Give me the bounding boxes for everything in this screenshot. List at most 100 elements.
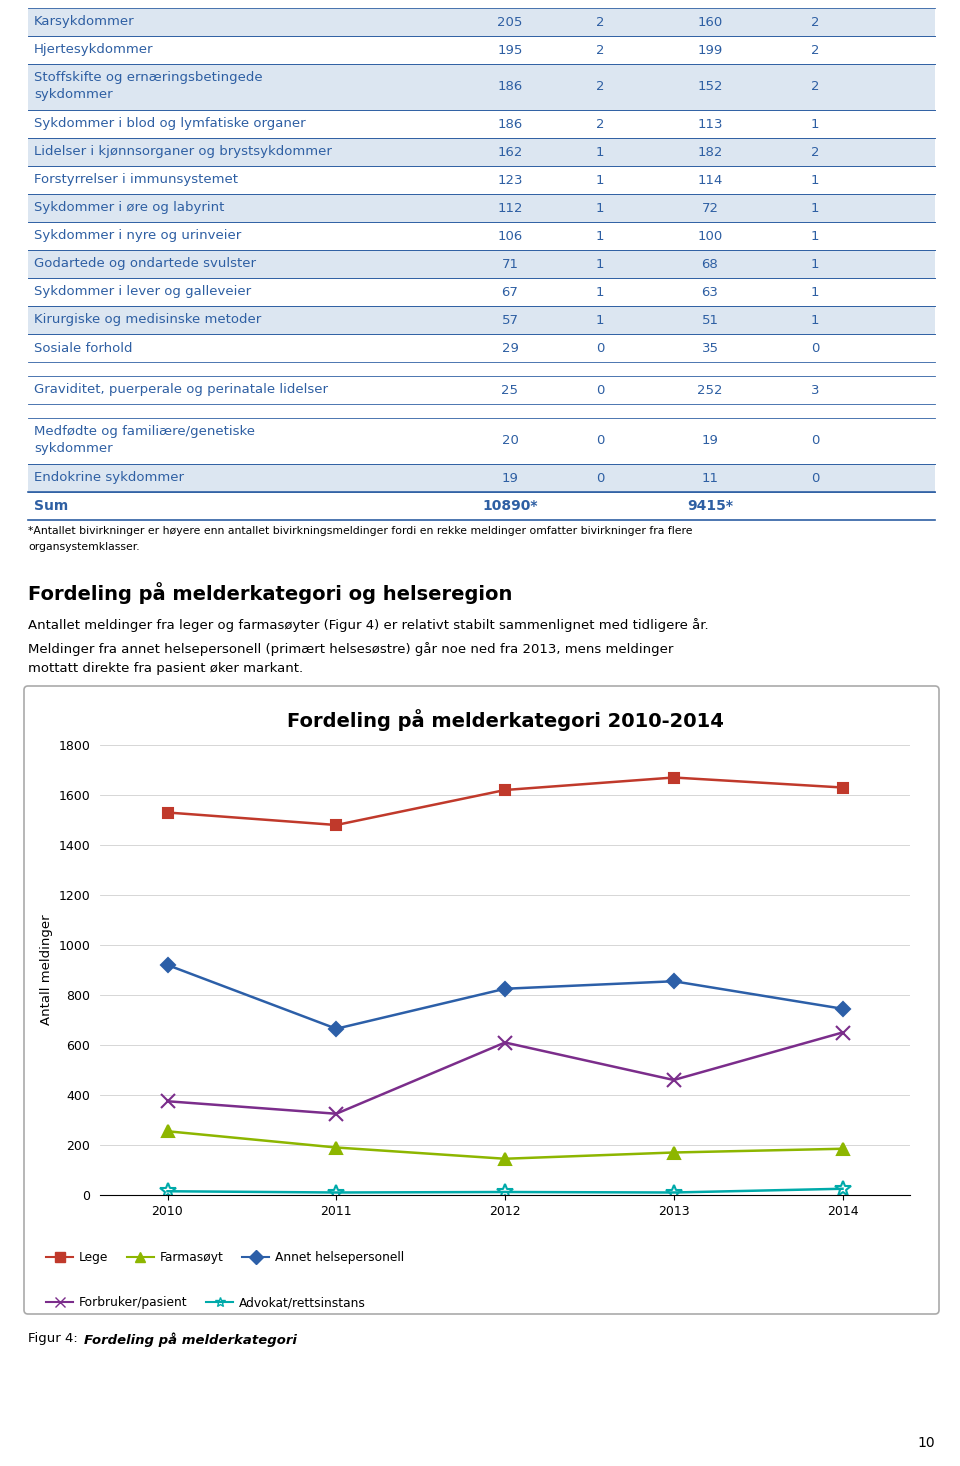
Text: 0: 0 <box>596 342 604 355</box>
Text: 68: 68 <box>702 258 718 271</box>
Text: Hjertesykdommer: Hjertesykdommer <box>34 44 154 57</box>
Text: 25: 25 <box>501 384 518 396</box>
Annet helsepersonell <box>330 1020 342 1038</box>
Text: 1: 1 <box>811 258 819 271</box>
Text: Graviditet, puerperale og perinatale lidelser: Graviditet, puerperale og perinatale lid… <box>34 384 328 396</box>
Text: 162: 162 <box>497 145 522 158</box>
Text: 72: 72 <box>702 201 718 214</box>
Text: 2: 2 <box>596 117 604 130</box>
Bar <box>28 37 935 65</box>
Forbruker/pasient <box>837 1023 849 1041</box>
Bar <box>28 194 935 221</box>
Text: Sosiale forhold: Sosiale forhold <box>34 342 132 355</box>
Text: Sykdommer i lever og galleveier: Sykdommer i lever og galleveier <box>34 286 252 299</box>
Text: 1: 1 <box>811 286 819 299</box>
Text: 1: 1 <box>596 314 604 327</box>
Bar <box>28 418 935 465</box>
Text: Fordeling på melderkategori og helseregion: Fordeling på melderkategori og helseregi… <box>28 582 513 604</box>
Text: 1: 1 <box>596 230 604 242</box>
Advokat/rettsinstans <box>161 1183 173 1201</box>
Text: 51: 51 <box>702 314 718 327</box>
Text: 1: 1 <box>596 201 604 214</box>
Text: Meldinger fra annet helsepersonell (primært helsesøstre) går noe ned fra 2013, m: Meldinger fra annet helsepersonell (prim… <box>28 642 673 655</box>
Text: 2: 2 <box>811 44 819 57</box>
Text: 186: 186 <box>497 81 522 94</box>
Annet helsepersonell <box>837 1000 849 1017</box>
Annet helsepersonell <box>161 956 173 973</box>
Text: 9415*: 9415* <box>687 498 733 513</box>
Bar <box>28 465 935 493</box>
Text: organsystemklasser.: organsystemklasser. <box>28 542 139 553</box>
Annet helsepersonell <box>499 979 511 997</box>
Text: 10: 10 <box>918 1437 935 1450</box>
Advokat/rettsinstans <box>330 1183 342 1201</box>
Bar <box>28 110 935 138</box>
Text: 0: 0 <box>596 434 604 447</box>
Text: 152: 152 <box>697 81 723 94</box>
Lege <box>161 803 173 821</box>
Text: 1: 1 <box>596 173 604 186</box>
Bar <box>28 334 935 362</box>
Text: 19: 19 <box>702 434 718 447</box>
Text: 1: 1 <box>596 145 604 158</box>
Text: Sykdommer i øre og labyrint: Sykdommer i øre og labyrint <box>34 201 225 214</box>
Text: Medfødte og familiære/genetiske: Medfødte og familiære/genetiske <box>34 425 255 438</box>
Text: Sum: Sum <box>34 498 68 513</box>
Y-axis label: Antall meldinger: Antall meldinger <box>40 915 53 1025</box>
Text: 195: 195 <box>497 44 522 57</box>
Farmasøyt <box>668 1143 680 1161</box>
Text: 186: 186 <box>497 117 522 130</box>
Text: 71: 71 <box>501 258 518 271</box>
Annet helsepersonell <box>668 972 680 990</box>
Text: 205: 205 <box>497 16 522 28</box>
Farmasøyt <box>330 1139 342 1157</box>
Line: Advokat/rettsinstans: Advokat/rettsinstans <box>159 1180 851 1201</box>
Lege <box>837 778 849 796</box>
Text: Lidelser i kjønnsorganer og brystsykdommer: Lidelser i kjønnsorganer og brystsykdomm… <box>34 145 332 158</box>
Text: 11: 11 <box>702 472 718 484</box>
Lege <box>499 781 511 799</box>
Text: 1: 1 <box>811 230 819 242</box>
Text: Kirurgiske og medisinske metoder: Kirurgiske og medisinske metoder <box>34 314 261 327</box>
Text: Fordeling på melderkategori: Fordeling på melderkategori <box>84 1333 297 1347</box>
Line: Lege: Lege <box>162 773 848 830</box>
Advokat/rettsinstans <box>668 1183 680 1201</box>
Lege <box>668 768 680 786</box>
Text: mottatt direkte fra pasient øker markant.: mottatt direkte fra pasient øker markant… <box>28 663 303 674</box>
Text: 114: 114 <box>697 173 723 186</box>
Text: 57: 57 <box>501 314 518 327</box>
Text: 20: 20 <box>501 434 518 447</box>
Bar <box>28 251 935 279</box>
Text: sykdommer: sykdommer <box>34 443 112 454</box>
Line: Farmasøyt: Farmasøyt <box>161 1124 849 1165</box>
Forbruker/pasient <box>330 1105 342 1123</box>
Bar <box>28 65 935 110</box>
Text: 1: 1 <box>596 258 604 271</box>
Text: 160: 160 <box>697 16 723 28</box>
Text: 67: 67 <box>501 286 518 299</box>
Text: Godartede og ondartede svulster: Godartede og ondartede svulster <box>34 258 256 271</box>
Farmasøyt <box>837 1141 849 1158</box>
Text: 3: 3 <box>811 384 819 396</box>
Text: 0: 0 <box>596 384 604 396</box>
Text: 123: 123 <box>497 173 523 186</box>
Line: Annet helsepersonell: Annet helsepersonell <box>162 960 848 1034</box>
Bar <box>28 7 935 37</box>
FancyBboxPatch shape <box>24 686 939 1314</box>
Text: Sykdommer i blod og lymfatiske organer: Sykdommer i blod og lymfatiske organer <box>34 117 305 130</box>
Text: 1: 1 <box>811 173 819 186</box>
Bar <box>28 306 935 334</box>
Text: 2: 2 <box>596 44 604 57</box>
Text: 35: 35 <box>702 342 718 355</box>
Text: 2: 2 <box>596 16 604 28</box>
Text: 113: 113 <box>697 117 723 130</box>
Forbruker/pasient <box>668 1072 680 1089</box>
Text: 1: 1 <box>811 117 819 130</box>
Bar <box>28 375 935 405</box>
Bar <box>28 221 935 251</box>
Text: Sykdommer i nyre og urinveier: Sykdommer i nyre og urinveier <box>34 230 241 242</box>
Text: 182: 182 <box>697 145 723 158</box>
Text: 19: 19 <box>501 472 518 484</box>
Text: 63: 63 <box>702 286 718 299</box>
Legend: Forbruker/pasient, Advokat/rettsinstans: Forbruker/pasient, Advokat/rettsinstans <box>41 1292 371 1314</box>
